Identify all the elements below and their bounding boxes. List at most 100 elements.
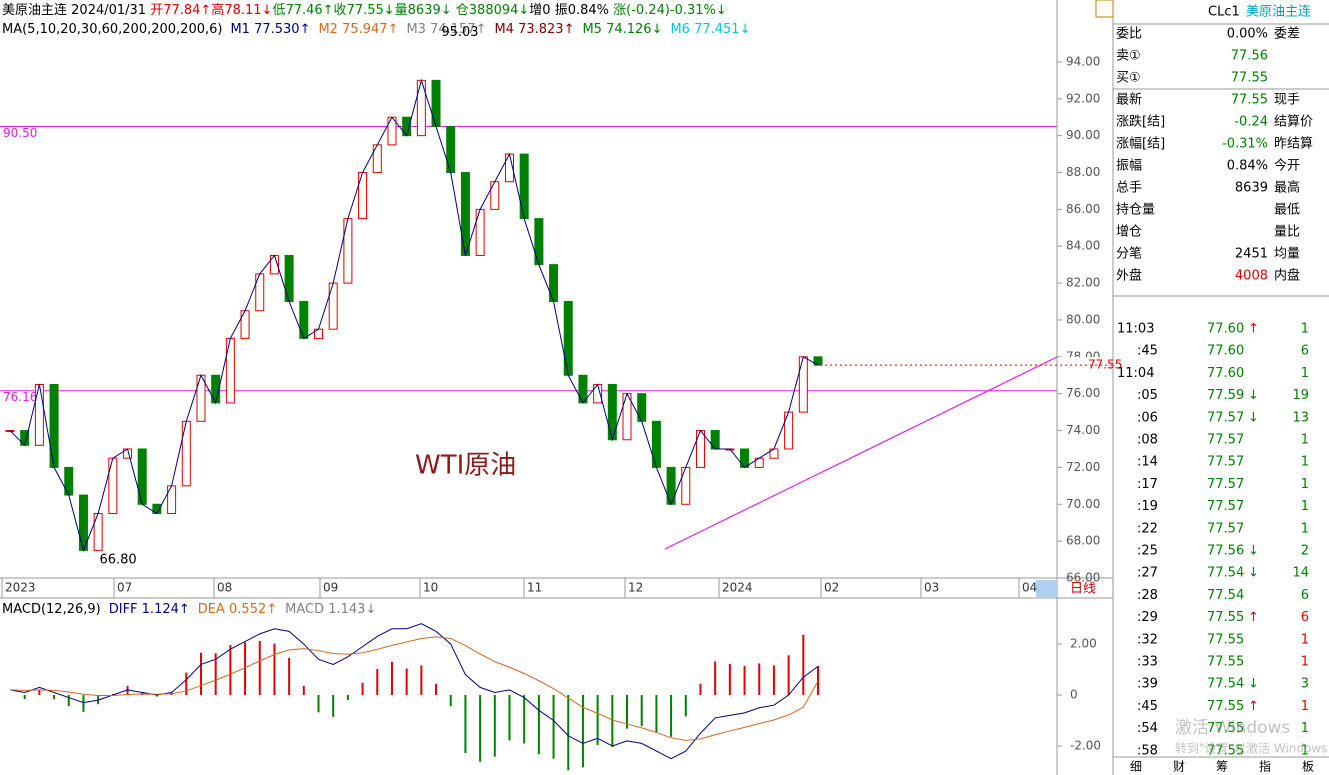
y-tick-label: 82.00 — [1066, 276, 1100, 290]
candle — [622, 393, 632, 441]
y-tick-label: 72.00 — [1066, 460, 1100, 474]
y-tick-label: 80.00 — [1066, 312, 1100, 326]
x-tick-label: 02 — [824, 581, 839, 595]
trade-volume: 1 — [1301, 433, 1309, 448]
candle — [255, 273, 265, 312]
x-tick-label: 03 — [924, 581, 939, 595]
trade-volume: 1 — [1301, 521, 1309, 536]
quote-value: 2451 — [1235, 247, 1268, 262]
candle — [64, 466, 74, 496]
x-tick-label: 2024 — [722, 581, 753, 595]
y-tick-label: 86.00 — [1066, 202, 1100, 216]
quote-value: 77.56 — [1231, 49, 1268, 64]
trade-price: 77.57 — [1207, 433, 1244, 448]
os-watermark: 激活 Windows — [1175, 718, 1290, 738]
quote-header-part: 开77.84↑ — [150, 3, 211, 18]
candle — [695, 430, 705, 468]
candle — [431, 79, 441, 127]
quote-value: -0.24 — [1234, 115, 1268, 130]
candle — [563, 301, 573, 376]
trade-price: 77.54 — [1207, 677, 1244, 692]
x-tick-label: 2023 — [5, 581, 36, 595]
trade-price: 77.57 — [1207, 499, 1244, 514]
trade-volume: 3 — [1301, 677, 1309, 692]
candle — [299, 301, 309, 339]
low-label: 66.80 — [99, 553, 136, 568]
trade-time: :05 — [1137, 388, 1158, 403]
x-tick-label: 09 — [323, 581, 338, 595]
ma-legend-part: M3 74.157↑ — [406, 22, 486, 37]
trade-volume: 6 — [1301, 610, 1309, 625]
candle — [328, 282, 338, 330]
trade-volume: 1 — [1301, 699, 1309, 714]
panel-tab[interactable]: 筹 — [1216, 760, 1228, 774]
x-tick-label: 12 — [628, 581, 643, 595]
trade-price: 77.54 — [1207, 588, 1244, 603]
y-tick-label: 94.00 — [1066, 54, 1100, 68]
panel-tab[interactable]: 财 — [1173, 760, 1185, 774]
quote-label: 增仓 — [1116, 225, 1142, 240]
quote-label: 涨跌[结] — [1116, 114, 1165, 130]
candle — [784, 411, 794, 450]
trade-time: :39 — [1137, 677, 1158, 692]
trade-price: 77.59 — [1207, 388, 1244, 403]
x-tick-label: 10 — [423, 581, 438, 595]
trade-time: :06 — [1137, 410, 1158, 425]
ma-legend-part: M1 77.530↑ — [230, 22, 310, 37]
trade-time: :29 — [1137, 610, 1158, 625]
quote-label2: 最高 — [1274, 180, 1300, 196]
candle — [284, 254, 294, 303]
quote-header-part: 美原油主连 — [2, 2, 67, 18]
quote-value: 4008 — [1235, 269, 1268, 284]
candle — [666, 466, 676, 505]
trade-volume: 1 — [1301, 499, 1309, 514]
panel-tab[interactable]: 板 — [1302, 760, 1314, 774]
panel-tab[interactable]: 指 — [1259, 759, 1271, 774]
ma-legend-part: M6 77.451↓ — [670, 22, 750, 37]
macd-legend-part: MACD 1.143↓ — [285, 602, 376, 617]
candle — [475, 208, 485, 256]
trade-price: 77.55 — [1207, 632, 1244, 647]
trade-price: 77.54 — [1207, 566, 1244, 581]
trade-volume: 1 — [1301, 632, 1309, 647]
x-tick-label: 08 — [217, 581, 232, 595]
quote-header-part: 涨(-0.24)-0.31%↓ — [613, 3, 727, 18]
os-watermark: 转到"设置"以激活 Windows — [1175, 741, 1327, 756]
y-tick-label: -2.00 — [1070, 738, 1101, 752]
trade-volume: 1 — [1301, 721, 1309, 736]
quote-label: 总手 — [1116, 181, 1142, 196]
trade-volume: 19 — [1292, 388, 1309, 403]
trade-time: :28 — [1137, 588, 1158, 603]
quote-label2: 结算价 — [1274, 115, 1313, 130]
y-tick-label: 76.00 — [1066, 386, 1100, 400]
scroll-box[interactable] — [1036, 580, 1057, 597]
panel-toggle[interactable] — [1095, 0, 1114, 18]
trade-price: 77.55 — [1207, 655, 1244, 670]
quote-value: 0.00% — [1227, 27, 1268, 42]
candle — [181, 420, 191, 487]
trade-time: :19 — [1137, 499, 1158, 514]
trade-volume: 6 — [1301, 588, 1309, 603]
trade-price: 77.57 — [1207, 455, 1244, 470]
level-label: 76.16 — [3, 390, 37, 404]
y-tick-label: 88.00 — [1066, 165, 1100, 179]
high-label: 95.03 — [441, 25, 478, 40]
x-tick-label: 07 — [117, 581, 132, 595]
candle — [446, 125, 456, 174]
candle — [225, 337, 235, 404]
trade-price: 77.57 — [1207, 521, 1244, 536]
candle — [240, 310, 250, 339]
candle — [798, 356, 808, 413]
trade-price: 77.60 — [1207, 344, 1244, 359]
panel-tab[interactable]: 细 — [1130, 760, 1142, 774]
quote-label2: 今开 — [1274, 158, 1300, 174]
quote-label2: 内盘 — [1274, 268, 1300, 284]
candle — [108, 457, 118, 514]
quote-label: 持仓量 — [1116, 203, 1155, 218]
quote-label: 振幅 — [1116, 159, 1142, 174]
trade-price: 77.56 — [1207, 544, 1244, 559]
trade-arrow: ↑ — [1248, 610, 1259, 625]
y-tick-label: 74.00 — [1066, 423, 1100, 437]
contract-name: 美原油主连 — [1246, 4, 1311, 20]
quote-value: 8639 — [1235, 181, 1268, 196]
